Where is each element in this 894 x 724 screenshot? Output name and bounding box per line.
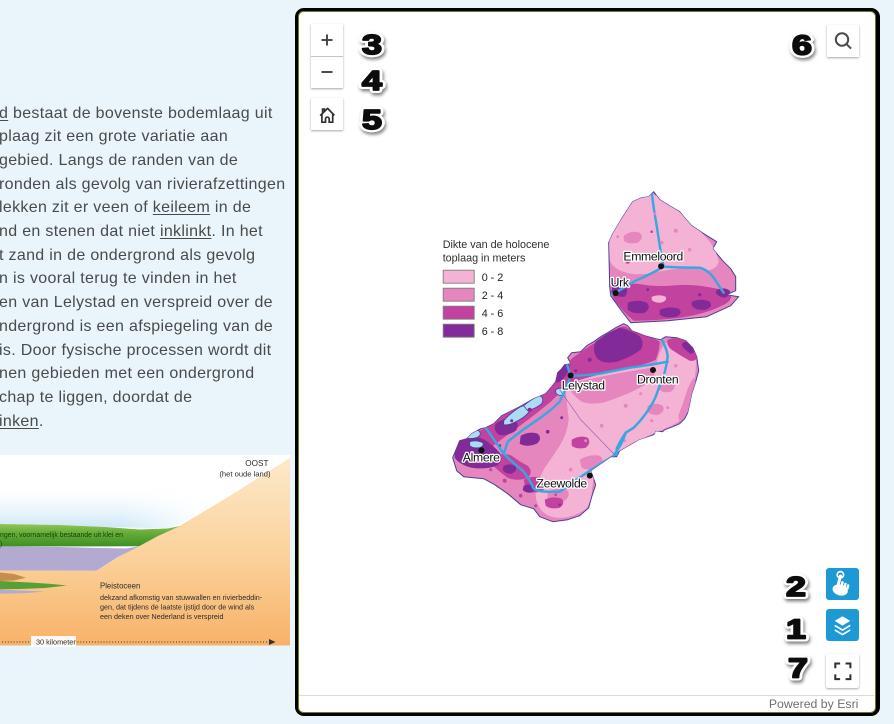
svg-text:Zeewolde: Zeewolde bbox=[536, 476, 587, 490]
svg-text:een deken over Nederland is ve: een deken over Nederland is verspreid bbox=[100, 612, 223, 621]
svg-text:Urk: Urk bbox=[610, 275, 629, 289]
svg-text:Lelystad: Lelystad bbox=[561, 378, 604, 392]
svg-text:Emmeloord: Emmeloord bbox=[623, 249, 683, 263]
svg-text:ngen, voornamelijk bestaande u: ngen, voornamelijk bestaande uit klei en bbox=[0, 532, 123, 539]
svg-text:Dikte van de holocene: Dikte van de holocene bbox=[442, 239, 549, 251]
svg-text:2 - 4: 2 - 4 bbox=[481, 290, 503, 302]
svg-text:Dronten: Dronten bbox=[637, 372, 678, 386]
svg-text:Almere: Almere bbox=[462, 450, 499, 464]
svg-text:4 - 6: 4 - 6 bbox=[481, 308, 503, 320]
svg-text:OOST: OOST bbox=[245, 459, 268, 468]
svg-text:0 - 2: 0 - 2 bbox=[481, 272, 503, 284]
svg-text:gen, dat tijdens de laatste ij: gen, dat tijdens de laatste ijstijd door… bbox=[100, 603, 255, 612]
svg-text:Pleistoceen: Pleistoceen bbox=[100, 582, 140, 591]
svg-text:): ) bbox=[0, 541, 2, 548]
svg-text:30 kilometer: 30 kilometer bbox=[36, 638, 76, 647]
svg-text:dekzand afkomstig van stuwwall: dekzand afkomstig van stuwwallen en rivi… bbox=[100, 593, 263, 602]
svg-text:(het oude land): (het oude land) bbox=[219, 470, 271, 479]
svg-text:toplaag in meters: toplaag in meters bbox=[442, 252, 525, 264]
svg-text:6 - 8: 6 - 8 bbox=[481, 326, 503, 338]
